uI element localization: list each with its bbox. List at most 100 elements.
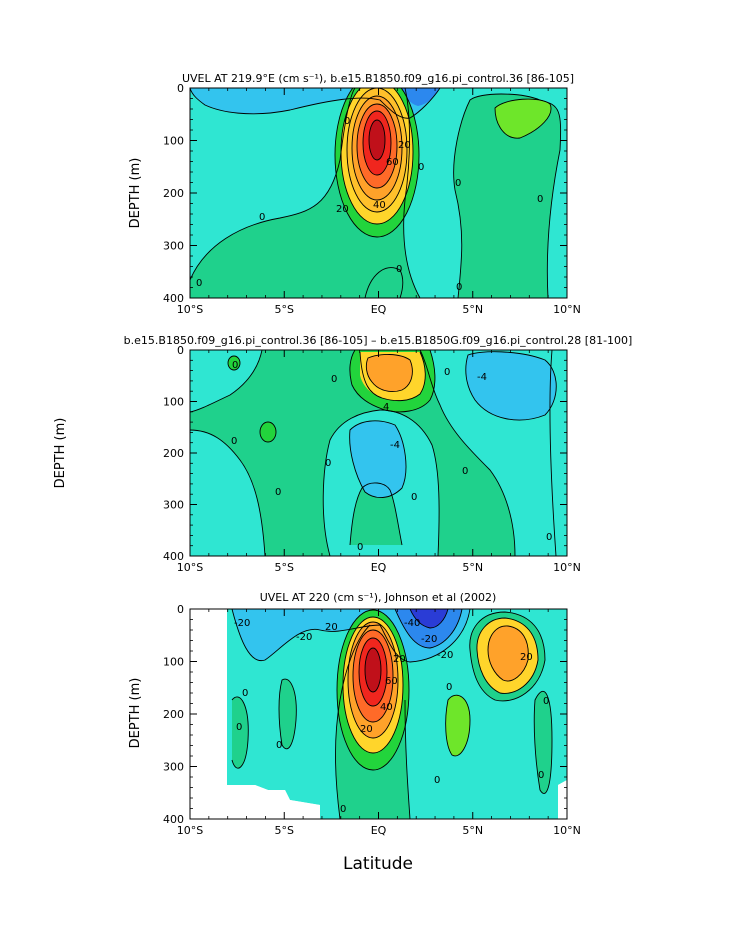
p3-clabel: 0	[242, 688, 248, 699]
panel-2-field	[190, 350, 567, 556]
y-tick-label: 200	[163, 708, 184, 721]
p3-clabel: 0	[446, 682, 452, 693]
p1-contour-labels: 0 0 0 0 0 0 0 0 20 60 40 20	[196, 116, 543, 293]
p2-contour-c0	[190, 350, 262, 412]
panel-1: UVEL AT 219.9°E (cm s⁻¹), b.e15.B1850.f0…	[128, 72, 574, 299]
y-tick-label: 300	[163, 240, 184, 253]
p2-clabel: -4	[390, 440, 400, 451]
p3-contour-necc-c5	[488, 625, 529, 681]
p2-clabel: 0	[275, 487, 281, 498]
p2-clabel: 4	[383, 402, 389, 413]
y-tick-label: 0	[177, 603, 184, 616]
p1-clabel: 0	[259, 212, 265, 223]
p2-contour-labels: 0 0 0 0 0 0 0 0 0 0 4 -4 -4	[231, 360, 552, 553]
p3-clabel: 40	[380, 702, 393, 713]
y-tick-label: 100	[163, 396, 184, 409]
p1-clabel: 0	[418, 162, 424, 173]
p3-clabel: -40	[404, 618, 420, 629]
x-tick-label: EQ	[371, 303, 387, 316]
p2-contour-c0b	[190, 430, 265, 556]
p2-clabel: 0	[546, 532, 552, 543]
x-tick-label: 10°N	[553, 561, 581, 574]
x-tick-label: 5°N	[462, 824, 483, 837]
p2-contour-c2b	[260, 422, 276, 442]
p3-clabel: -20	[437, 650, 453, 661]
y-tick-label: 100	[163, 135, 184, 148]
panel-3-title: UVEL AT 220 (cm s⁻¹), Johnson et al (200…	[260, 591, 497, 604]
p2-contour-cneg1	[349, 420, 406, 498]
x-tick-label: 5°S	[275, 561, 294, 574]
p2-contour-c5	[366, 354, 413, 392]
p3-clabel: 20	[325, 622, 338, 633]
x-tick-label: 10°S	[177, 561, 203, 574]
p3-contour-c1d	[232, 696, 249, 769]
p3-clabel: 20	[520, 652, 533, 663]
x-tick-label: 10°S	[177, 303, 203, 316]
p1-clabel: 20	[336, 204, 349, 215]
y-tick-label: 300	[163, 499, 184, 512]
p2-clabel: 0	[462, 466, 468, 477]
panel-3-field	[190, 609, 567, 819]
p1-contour-cneg2	[400, 88, 440, 106]
p2-clabel: 0	[331, 374, 337, 385]
p1-contour-c8	[369, 120, 385, 160]
p2-contour-c2c	[228, 356, 240, 370]
p2-contour-c1b	[350, 482, 402, 545]
p3-mask-no-data	[190, 609, 320, 819]
p1-clabel: 60	[386, 157, 399, 168]
p3-clabel: 0	[543, 696, 549, 707]
p1-clabel: 0	[196, 278, 202, 289]
x-tick-label: 10°N	[553, 303, 581, 316]
p3-contour-labels: -20 -20 -20 -20 -40 20 20 20 60 40 20 0 …	[234, 618, 549, 815]
p3-contour-c1b	[279, 679, 297, 749]
p3-contour-c8	[365, 648, 381, 692]
x-tick-label: 10°S	[177, 824, 203, 837]
p3-ylabel: DEPTH (m)	[128, 678, 143, 749]
p1-clabel: 0	[455, 178, 461, 189]
p2-clabel: 0	[231, 436, 237, 447]
p3-clabel: 0	[434, 775, 440, 786]
p1-clabel: 0	[344, 116, 350, 127]
p2-clabel: 0	[444, 367, 450, 378]
y-tick-label: 200	[163, 187, 184, 200]
x-tick-label: 5°S	[275, 303, 294, 316]
panel-1-title: UVEL AT 219.9°E (cm s⁻¹), b.e15.B1850.f0…	[182, 72, 574, 85]
p3-clabel: -20	[296, 632, 312, 643]
panel-2-title: b.e15.B1850.f09_g16.pi_control.36 [86-10…	[124, 334, 633, 347]
p3-clabel: 60	[385, 676, 398, 687]
x-tick-label: 10°N	[553, 824, 581, 837]
p1-clabel: 0	[396, 264, 402, 275]
p3-mask-no-data-right	[558, 780, 567, 819]
x-axis-label: Latitude	[343, 854, 413, 874]
panel-2: b.e15.B1850.f09_g16.pi_control.36 [86-10…	[53, 334, 633, 557]
x-tick-label: EQ	[371, 824, 387, 837]
p2-contour-lines	[190, 350, 557, 556]
y-tick-label: 0	[177, 82, 184, 95]
p3-clabel: 0	[276, 740, 282, 751]
p3-clabel: 0	[538, 770, 544, 781]
p3-clabel: 20	[393, 654, 406, 665]
p2-ylabel: DEPTH (m)	[53, 418, 68, 489]
y-tick-label: 200	[163, 447, 184, 460]
p1-clabel: 40	[373, 200, 386, 211]
panel-1-field	[190, 88, 567, 298]
y-tick-label: 0	[177, 344, 184, 357]
y-tick-label: 100	[163, 656, 184, 669]
panel-3: UVEL AT 220 (cm s⁻¹), Johnson et al (200…	[128, 591, 568, 874]
p3-clabel: -20	[234, 618, 250, 629]
p1-clabel: 0	[537, 194, 543, 205]
p2-clabel: -4	[477, 372, 487, 383]
p3-clabel: -20	[421, 634, 437, 645]
p1-contour-c1b	[453, 94, 561, 298]
x-tick-label: 5°N	[462, 303, 483, 316]
p3-clabel: 20	[360, 724, 373, 735]
y-tick-label: 400	[163, 813, 184, 826]
p2-clabel: 0	[411, 492, 417, 503]
p2-clabel: 0	[357, 542, 363, 553]
p3-clabel: 0	[340, 804, 346, 815]
p1-ylabel: DEPTH (m)	[128, 158, 143, 229]
y-tick-label: 400	[163, 550, 184, 563]
p3-contour-lines	[231, 609, 553, 819]
